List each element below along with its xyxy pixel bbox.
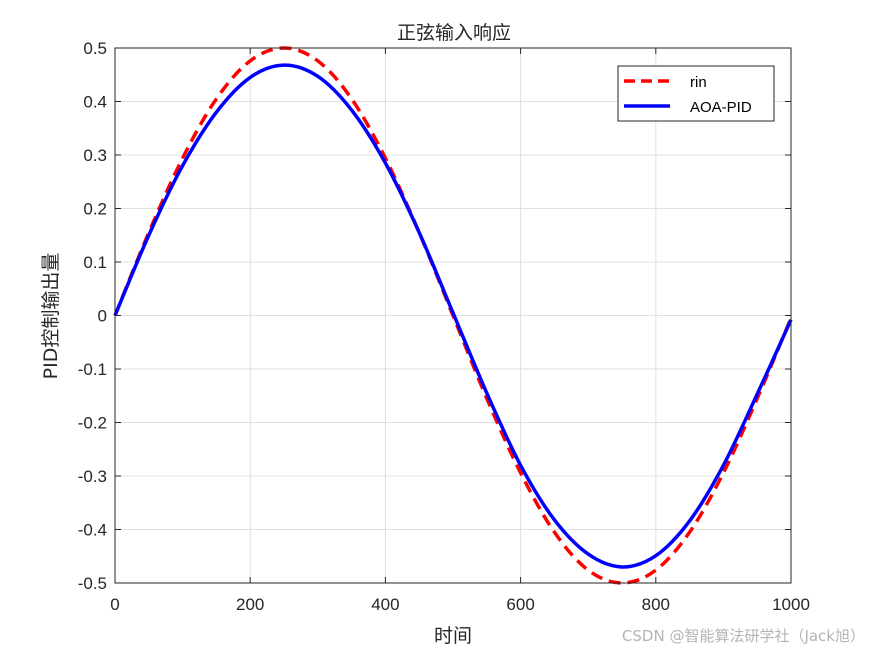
y-tick-label: 0.3 <box>83 146 107 165</box>
series-layer <box>113 46 793 585</box>
y-tick-label: 0.4 <box>83 93 107 112</box>
x-tick-label: 1000 <box>772 595 810 614</box>
x-tick-label: 600 <box>506 595 534 614</box>
y-tick-label: -0.3 <box>78 467 107 486</box>
x-tick-label: 400 <box>371 595 399 614</box>
y-tick-label: 0.5 <box>83 39 107 58</box>
y-tick-label: -0.2 <box>78 414 107 433</box>
series-line-aoa-pid <box>113 63 793 569</box>
x-tick-label: 200 <box>236 595 264 614</box>
y-tick-label: -0.5 <box>78 574 107 593</box>
y-tick-label: 0.2 <box>83 200 107 219</box>
y-tick-label: -0.1 <box>78 360 107 379</box>
watermark-text: CSDN @智能算法研学社（Jack旭） <box>621 627 865 645</box>
legend: rin AOA-PID <box>617 65 775 122</box>
x-tick-labels: 0 200 400 600 800 1000 <box>110 595 810 614</box>
x-tick-label: 0 <box>110 595 119 614</box>
y-tick-label: 0.1 <box>83 253 107 272</box>
x-tick-label: 800 <box>642 595 670 614</box>
legend-label-aoa-pid: AOA-PID <box>690 99 752 116</box>
tick-marks <box>114 47 792 584</box>
y-axis-label: PID控制输出量 <box>40 253 62 380</box>
chart-title: 正弦输入响应 <box>397 22 511 44</box>
legend-label-rin: rin <box>690 74 707 91</box>
y-tick-label: -0.4 <box>78 521 107 540</box>
legend-box <box>617 65 775 122</box>
y-tick-label: 0 <box>98 307 107 326</box>
x-axis-label: 时间 <box>434 625 472 647</box>
y-tick-labels: 0.5 0.4 0.3 0.2 0.1 0 -0.1 -0.2 -0.3 -0.4 -0.5 <box>78 39 107 593</box>
